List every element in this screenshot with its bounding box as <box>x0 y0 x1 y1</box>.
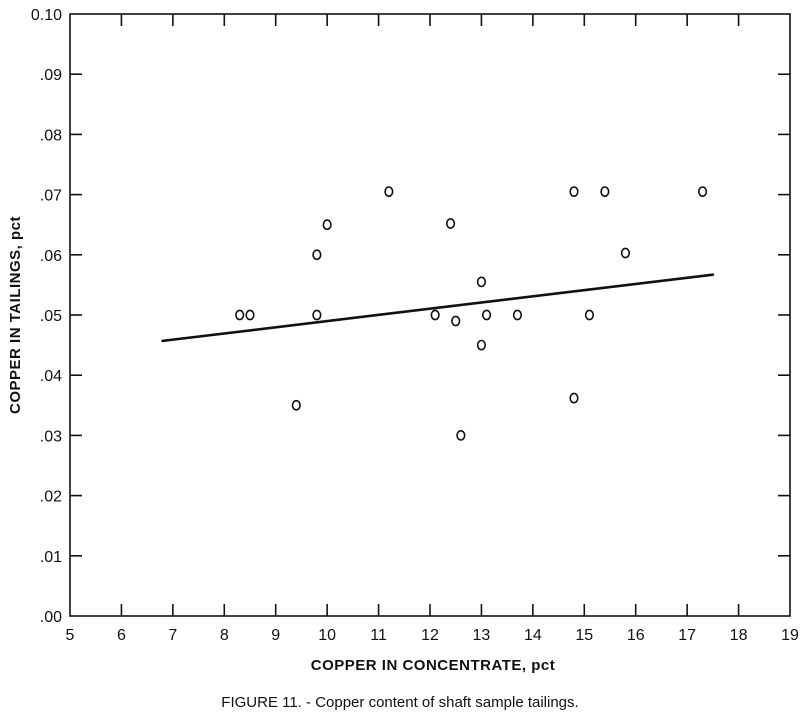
y-axis-ticks: .00 .01 .02 .03 .04 .05 .06 .07 .08 .09 0.10 <box>31 7 790 626</box>
y-tick-label: .05 <box>40 308 62 325</box>
data-point <box>445 218 456 229</box>
y-tick-label: .01 <box>40 549 62 566</box>
data-point <box>569 392 579 404</box>
y-tick-label: .06 <box>40 248 62 265</box>
trend-line <box>161 273 715 343</box>
y-tick-label: .08 <box>40 127 62 144</box>
y-tick-label: .09 <box>40 67 62 84</box>
data-point <box>476 276 487 288</box>
data-point <box>451 315 461 327</box>
data-point <box>456 429 466 441</box>
y-tick-label: .02 <box>40 489 62 506</box>
x-tick-label: 7 <box>168 627 177 644</box>
x-tick-label: 10 <box>318 627 336 644</box>
data-point <box>620 247 631 259</box>
x-tick-label: 9 <box>271 627 280 644</box>
data-point <box>322 219 332 231</box>
trend-line-group <box>161 273 715 343</box>
x-tick-label: 19 <box>781 627 799 644</box>
x-tick-label: 8 <box>220 627 229 644</box>
figure-caption: FIGURE 11. - Copper content of shaft sam… <box>221 694 579 711</box>
data-point <box>235 309 245 321</box>
y-tick-label: .00 <box>40 609 62 626</box>
data-point <box>569 186 579 197</box>
data-points <box>235 186 708 441</box>
data-point <box>291 399 301 411</box>
x-tick-label: 6 <box>117 627 126 644</box>
x-tick-label: 14 <box>524 627 542 644</box>
x-tick-label: 17 <box>678 627 696 644</box>
data-point <box>245 309 255 321</box>
x-axis-ticks: 5 6 7 8 9 10 11 12 13 14 15 16 17 18 19 <box>66 14 799 644</box>
x-tick-label: 18 <box>730 627 748 644</box>
y-tick-label: .07 <box>40 188 62 205</box>
data-point <box>312 249 322 261</box>
x-tick-label: 16 <box>627 627 645 644</box>
y-tick-label: .03 <box>40 428 62 445</box>
y-axis-label: COPPER IN TAILINGS, pct <box>7 216 24 414</box>
data-point <box>697 186 708 197</box>
data-point <box>312 309 322 321</box>
scatter-chart: 5 6 7 8 9 10 11 12 13 14 15 16 17 18 19 .00.01.02.03.0… <box>7 7 799 674</box>
data-point <box>481 309 492 321</box>
data-point <box>584 309 595 321</box>
data-point <box>600 186 610 197</box>
x-tick-label: 12 <box>421 627 439 644</box>
x-tick-label: 15 <box>575 627 593 644</box>
x-tick-label: 5 <box>66 627 75 644</box>
data-point <box>512 309 523 321</box>
data-point <box>430 309 440 321</box>
data-point <box>476 339 487 351</box>
x-tick-label: 11 <box>370 627 387 644</box>
y-tick-label: .04 <box>40 368 62 385</box>
plot-frame <box>69 13 791 617</box>
x-axis-label: COPPER IN CONCENTRATE, pct <box>311 657 555 674</box>
data-point <box>384 186 394 197</box>
x-tick-label: 13 <box>473 627 491 644</box>
y-tick-label: 0.10 <box>31 7 62 24</box>
